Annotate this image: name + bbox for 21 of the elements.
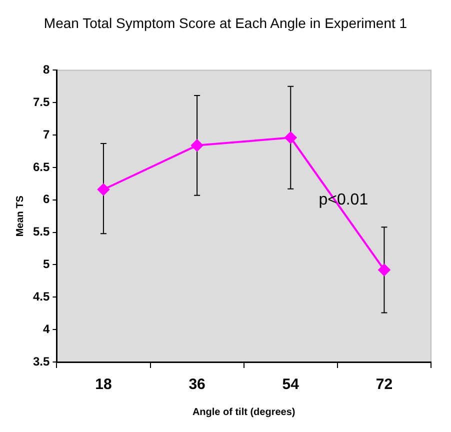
chart-title: Mean Total Symptom Score at Each Angle in Experiment 1 xyxy=(42,14,408,32)
y-tick-label: 7 xyxy=(42,127,50,142)
y-tick-label: 5 xyxy=(42,257,50,272)
point xyxy=(97,184,110,196)
x-axis-title: Angle of tilt (degrees) xyxy=(192,406,296,418)
y-tick-label: 3.5 xyxy=(32,354,50,368)
point xyxy=(191,139,204,152)
point xyxy=(284,132,297,144)
y-tick-label: 4.5 xyxy=(32,289,50,304)
x-tick-label: 36 xyxy=(188,376,206,394)
x-tick-label: 54 xyxy=(282,376,300,394)
y-tick-label: 8 xyxy=(42,62,50,77)
y-tick-label: 6 xyxy=(42,192,50,206)
y-tick-label: 7.5 xyxy=(32,94,50,109)
y-axis-title: Mean TS xyxy=(14,195,26,237)
y-tick-label: 6.5 xyxy=(32,160,50,174)
point xyxy=(378,264,390,276)
x-tick-label: 72 xyxy=(376,376,393,394)
y-tick-label: 5.5 xyxy=(32,224,50,239)
x-tick-label: 18 xyxy=(95,376,112,394)
y-tick-label: 4 xyxy=(42,322,50,336)
